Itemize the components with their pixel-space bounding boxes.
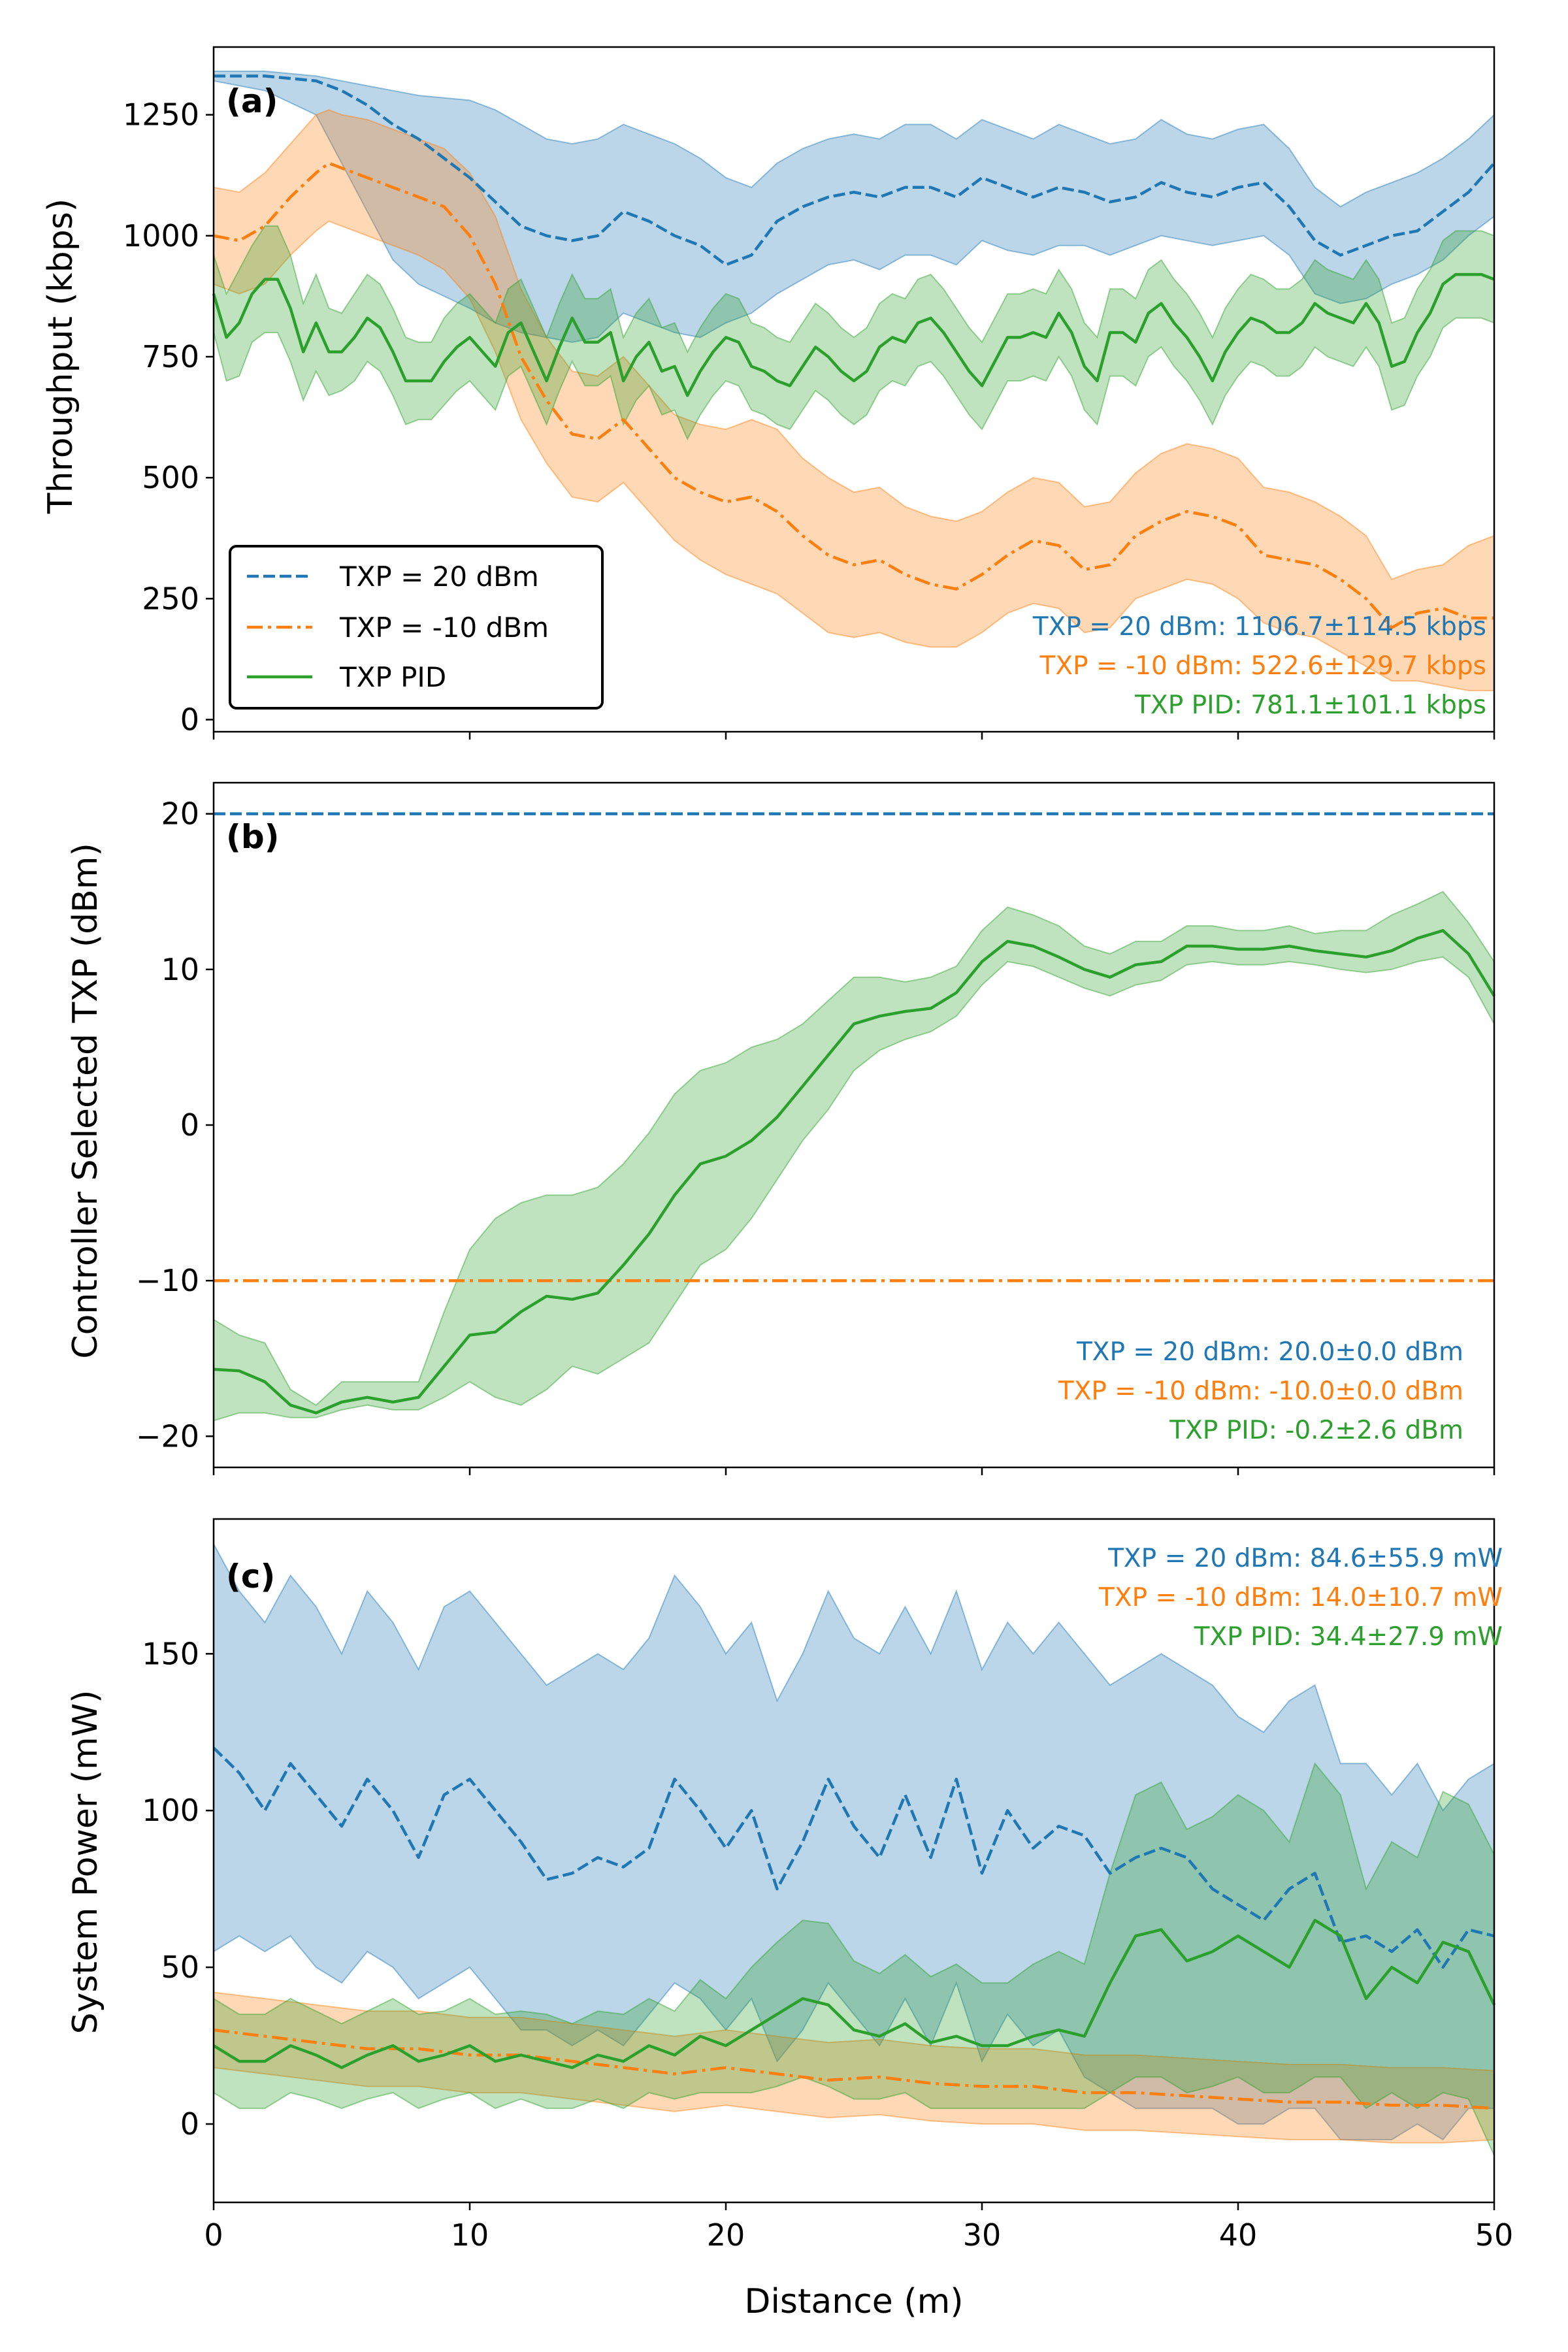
panel-a-tag: (a) — [226, 82, 278, 120]
panel-b-x-ticks — [212, 1467, 1495, 1475]
panel-c-line-txp20 — [212, 1746, 1495, 1969]
x-tick-label: 20 — [707, 2217, 745, 2253]
panel-a-lines — [212, 74, 1495, 630]
panel-c-y-ticks: 0 50 100 150 — [142, 1636, 214, 2142]
panel-a-frame — [212, 46, 1495, 733]
panel-a-stats: TXP = 20 dBm: 1106.7±114.5 kbps TXP = -1… — [1032, 612, 1486, 720]
x-tick-label: 10 — [451, 2217, 489, 2253]
panel-a-stat-txp20: TXP = 20 dBm: 1106.7±114.5 kbps — [1032, 612, 1486, 642]
panel-a-line-txpm10 — [213, 161, 1494, 630]
panel-c-x-ticks: 0 10 20 30 40 50 — [204, 2202, 1513, 2253]
panel-b-y-ticks: −20 −10 0 10 20 — [136, 796, 214, 1454]
panel-c-ytick-label: 150 — [142, 1636, 199, 1671]
panel-c-frame — [212, 1518, 1495, 2204]
panel-a-stat-txppid: TXP PID: 781.1±101.1 kbps — [1134, 691, 1486, 720]
panel-a-y-ticks: 0 250 500 750 1000 1250 — [123, 97, 214, 737]
panel-b-lines — [213, 812, 1495, 1414]
panel-c-ylabel: System Power (mW) — [66, 1690, 105, 2034]
x-axis-label: Distance (m) — [744, 2282, 963, 2321]
panel-b-ylabel: Controller Selected TXP (dBm) — [66, 843, 105, 1358]
panel-b-ytick-label: 0 — [180, 1107, 199, 1143]
panel-b: Controller Selected TXP (dBm) −20 −10 0 10 2… — [66, 781, 1495, 1475]
panel-c-line-txpm10 — [213, 2028, 1495, 2110]
panel-c-tag: (c) — [226, 1558, 275, 1595]
panel-a-ytick-label: 500 — [142, 460, 199, 495]
panel-c-ytick-label: 100 — [142, 1793, 199, 1828]
panel-a-ytick-label: 0 — [180, 702, 199, 737]
panel-c-ytick-label: 50 — [161, 1950, 199, 1985]
panel-a-line-txppid — [212, 272, 1495, 397]
panel-c-stat-txppid: TXP PID: 34.4±27.9 mW — [1194, 1622, 1503, 1652]
panel-c-stat-txp20: TXP = 20 dBm: 84.6±55.9 mW — [1107, 1544, 1503, 1573]
legend-label-txppid: TXP PID — [339, 661, 446, 693]
panel-a: Throughput (kbps) 0 250 500 750 1000 1250 (a)… — [41, 46, 1495, 740]
panel-b-ytick-label: 20 — [161, 796, 199, 832]
panel-b-stats: TXP = 20 dBm: 20.0±0.0 dBm TXP = -10 dBm… — [1058, 1337, 1463, 1445]
legend-label-txpm10: TXP = -10 dBm — [339, 612, 549, 644]
panel-a-x-ticks — [212, 732, 1495, 740]
panel-b-tag: (b) — [226, 818, 280, 856]
panel-c-line-txppid — [212, 1918, 1496, 2069]
panel-b-ytick-label: 10 — [161, 952, 199, 987]
panel-a-line-txp20 — [214, 74, 1495, 267]
x-tick-label: 40 — [1219, 2217, 1258, 2253]
panel-b-ytick-label: −10 — [136, 1263, 199, 1298]
panel-b-stat-txpm10: TXP = -10 dBm: -10.0±0.0 dBm — [1058, 1377, 1463, 1406]
panel-c-stat-txpm10: TXP = -10 dBm: 14.0±10.7 mW — [1098, 1583, 1503, 1612]
panel-a-ylabel: Throughput (kbps) — [41, 199, 80, 514]
x-tick-label: 50 — [1475, 2217, 1514, 2253]
x-tick-label: 30 — [963, 2217, 1002, 2253]
panel-b-ytick-label: −20 — [136, 1418, 199, 1454]
panel-a-ytick-label: 1250 — [123, 97, 199, 133]
x-tick-label: 0 — [204, 2217, 223, 2253]
panel-c-ytick-label: 0 — [180, 2106, 199, 2142]
panel-a-stat-txpm10: TXP = -10 dBm: 522.6±129.7 kbps — [1039, 651, 1486, 681]
panel-c-stats: TXP = 20 dBm: 84.6±55.9 mW TXP = -10 dBm… — [1098, 1544, 1503, 1652]
legend-label-txp20: TXP = 20 dBm — [339, 561, 539, 593]
legend: TXP = 20 dBm TXP = -10 dBm TXP PID — [229, 545, 604, 710]
panel-a-ytick-label: 1000 — [123, 218, 199, 253]
legend-box — [229, 545, 604, 710]
panel-c-lines — [212, 1746, 1496, 2110]
panel-a-ytick-label: 250 — [142, 581, 199, 616]
panel-b-line-txppid — [213, 929, 1495, 1414]
panel-b-frame — [212, 781, 1495, 1469]
panel-a-ytick-label: 750 — [142, 339, 199, 374]
panel-b-stat-txp20: TXP = 20 dBm: 20.0±0.0 dBm — [1076, 1337, 1463, 1367]
panel-b-stat-txppid: TXP PID: -0.2±2.6 dBm — [1169, 1416, 1463, 1445]
